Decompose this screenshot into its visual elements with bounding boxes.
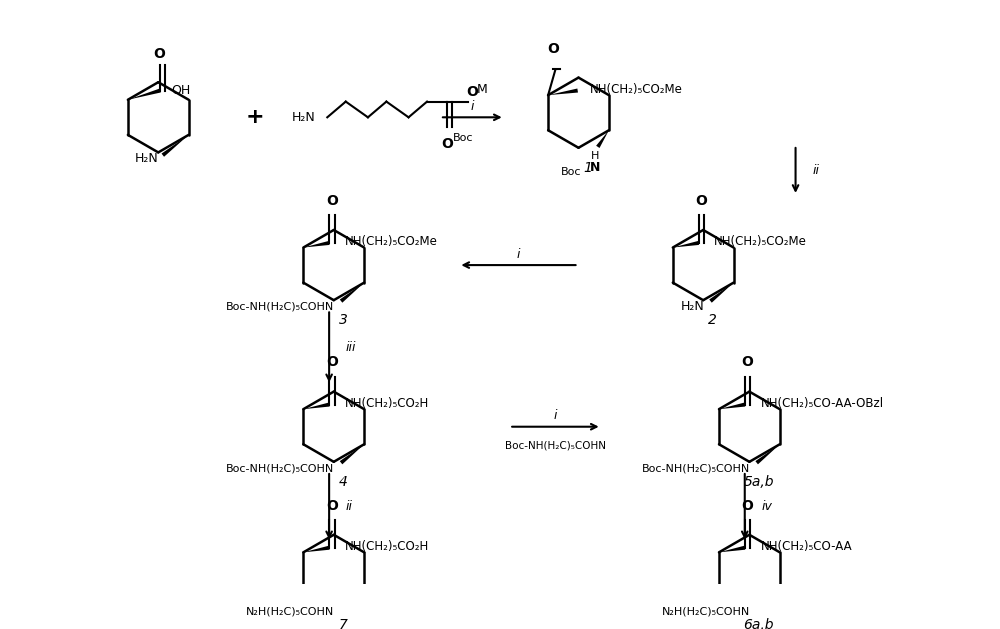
Text: Boc: Boc <box>453 133 473 143</box>
Text: 7: 7 <box>339 618 347 629</box>
Text: NH(CH₂)₅CO₂Me: NH(CH₂)₅CO₂Me <box>345 235 438 248</box>
Text: O: O <box>548 42 560 57</box>
Text: NH(CH₂)₅CO₂Me: NH(CH₂)₅CO₂Me <box>714 235 807 248</box>
Polygon shape <box>548 89 578 95</box>
Polygon shape <box>596 130 609 148</box>
Text: O: O <box>441 136 453 151</box>
Polygon shape <box>340 282 364 303</box>
Polygon shape <box>303 403 330 409</box>
Text: iii: iii <box>346 341 356 353</box>
Text: NH(CH₂)₅CO₂H: NH(CH₂)₅CO₂H <box>345 397 429 410</box>
Text: O: O <box>326 194 338 208</box>
Polygon shape <box>719 546 745 552</box>
Text: NH(CH₂)₅CO₂H: NH(CH₂)₅CO₂H <box>345 540 429 554</box>
Text: Boc-NH(H₂C)₅COHN: Boc-NH(H₂C)₅COHN <box>642 464 750 473</box>
Text: O: O <box>326 355 338 369</box>
Text: M: M <box>477 83 488 96</box>
Polygon shape <box>719 403 745 409</box>
Text: Boc-NH(H₂C)₅COHN: Boc-NH(H₂C)₅COHN <box>505 440 606 450</box>
Text: O: O <box>742 499 754 513</box>
Text: H₂N: H₂N <box>292 111 316 124</box>
Text: O: O <box>742 355 754 369</box>
Text: NH(CH₂)₅CO₂Me: NH(CH₂)₅CO₂Me <box>590 83 683 96</box>
Text: H₂N: H₂N <box>134 152 158 165</box>
Text: O: O <box>695 194 707 208</box>
Text: i: i <box>471 100 474 113</box>
Text: Boc-NH(H₂C)₅COHN: Boc-NH(H₂C)₅COHN <box>226 302 335 311</box>
Text: NH(CH₂)₅CO-AA: NH(CH₂)₅CO-AA <box>761 540 852 554</box>
Text: 2: 2 <box>708 313 717 327</box>
Polygon shape <box>755 444 780 464</box>
Text: ii: ii <box>346 500 353 513</box>
Text: O: O <box>153 47 165 61</box>
Text: 5a,b: 5a,b <box>743 475 774 489</box>
Text: H₂N: H₂N <box>680 300 704 313</box>
Text: 3: 3 <box>339 313 347 327</box>
Text: N: N <box>590 161 600 174</box>
Text: O: O <box>466 85 478 99</box>
Text: Boc: Boc <box>561 167 581 177</box>
Text: 4: 4 <box>339 475 347 489</box>
Polygon shape <box>709 282 734 303</box>
Text: Boc-NH(H₂C)₅COHN: Boc-NH(H₂C)₅COHN <box>226 464 335 473</box>
Text: +: + <box>246 108 265 127</box>
Text: N₂H(H₂C)₅COHN: N₂H(H₂C)₅COHN <box>662 606 750 616</box>
Text: N₂H(H₂C)₅COHN: N₂H(H₂C)₅COHN <box>246 606 335 616</box>
Polygon shape <box>162 135 189 157</box>
Text: 6a,b: 6a,b <box>743 618 774 629</box>
Polygon shape <box>303 546 330 552</box>
Text: ii: ii <box>812 164 819 177</box>
Polygon shape <box>755 587 780 608</box>
Text: NH(CH₂)₅CO-AA-OBzl: NH(CH₂)₅CO-AA-OBzl <box>761 397 884 410</box>
Polygon shape <box>673 241 699 248</box>
Polygon shape <box>340 444 364 464</box>
Text: H: H <box>591 150 599 160</box>
Text: O: O <box>326 499 338 513</box>
Text: OH: OH <box>171 84 191 97</box>
Text: 1: 1 <box>583 161 592 175</box>
Text: i: i <box>517 247 520 260</box>
Text: iv: iv <box>761 500 772 513</box>
Polygon shape <box>303 241 330 248</box>
Polygon shape <box>340 587 364 608</box>
Text: i: i <box>554 409 557 422</box>
Polygon shape <box>128 89 161 100</box>
